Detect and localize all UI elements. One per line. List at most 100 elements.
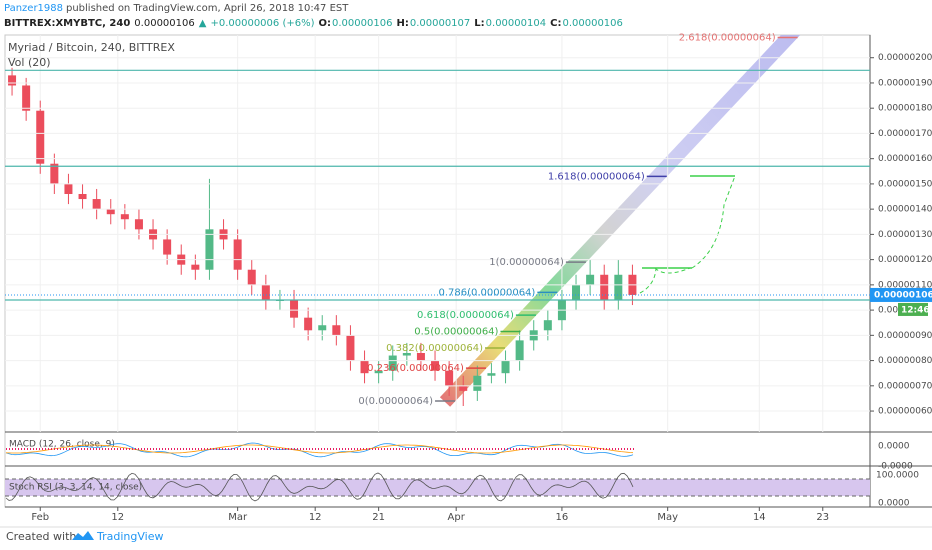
quote-h-label: H: xyxy=(396,18,408,29)
y-tick-label: 0.00000130 xyxy=(878,230,932,240)
candle-body xyxy=(360,360,369,374)
stoch-line xyxy=(5,472,634,502)
x-tick-label: 21 xyxy=(372,512,385,523)
author[interactable]: Panzer1988 xyxy=(4,3,63,14)
quote-o: 0.00000106 xyxy=(332,18,392,29)
x-tick-label: 16 xyxy=(556,512,569,523)
fib-label: 0.786(0.00000064) xyxy=(438,287,535,298)
y-tick-label: 0.00000160 xyxy=(878,154,932,164)
candle-body xyxy=(304,317,313,331)
y-tick-label: 0.00000120 xyxy=(878,255,932,265)
candle-body xyxy=(78,194,87,200)
quote-symbol: BITTREX:XMYBTC, 240 xyxy=(4,18,130,29)
candle-body xyxy=(36,110,45,164)
candle-body xyxy=(431,360,440,371)
candle-body xyxy=(515,340,524,361)
candle-body xyxy=(22,85,31,111)
quote-c-label: C: xyxy=(550,18,561,29)
x-tick-label: Feb xyxy=(31,512,49,523)
candle-body xyxy=(614,274,623,301)
quote-change: +0.00000006 (+6%) xyxy=(210,18,314,29)
logo xyxy=(72,531,94,540)
macd-tick: -0.0000 xyxy=(878,462,913,472)
quote-last: 0.00000106 xyxy=(134,18,194,29)
candle-body xyxy=(290,300,299,318)
countdown-box xyxy=(898,302,928,316)
volume-label: Vol (20) xyxy=(8,56,51,69)
x-tick-label: Apr xyxy=(448,512,466,523)
price-label: 0.00000106 xyxy=(874,290,932,300)
y-tick-label: 0.00000080 xyxy=(878,356,932,366)
candle-body xyxy=(233,239,242,270)
candle-body xyxy=(586,274,595,285)
candle-body xyxy=(64,183,73,195)
stoch-label: Stoch RSI (3, 3, 14, 14, close) xyxy=(9,483,142,493)
candle-body xyxy=(445,370,454,386)
candle-body xyxy=(92,199,101,210)
candle-body xyxy=(106,209,115,215)
quote-line: BITTREX:XMYBTC, 240 0.00000106 ▲ +0.0000000… xyxy=(4,18,623,29)
x-tick-label: May xyxy=(657,512,678,523)
x-tick-label: Mar xyxy=(228,512,248,523)
fib-label: 0.382(0.00000064) xyxy=(386,343,483,354)
fib-label: 0.618(0.00000064) xyxy=(417,310,514,321)
y-tick-label: 0.00000170 xyxy=(878,129,932,139)
fib-label: 2.618(0.00000064) xyxy=(679,33,776,44)
candle-body xyxy=(332,325,341,336)
y-tick-label: 0.00000190 xyxy=(878,78,932,88)
created-with: Created with xyxy=(6,530,76,543)
candle-body xyxy=(487,373,496,376)
candle-body xyxy=(50,163,59,184)
quote-l-label: L: xyxy=(474,18,484,29)
stoch-tick: 0.0000 xyxy=(878,499,910,509)
candle-body xyxy=(600,274,609,301)
fib-label: 0.5(0.00000064) xyxy=(414,327,498,338)
y-tick-label: 0.00000140 xyxy=(878,205,932,215)
y-tick-label: 0.00000150 xyxy=(878,179,932,189)
fib-band xyxy=(439,35,801,407)
macd-label: MACD (12, 26, close, 9) xyxy=(9,440,115,450)
y-tick-label: 0.00000070 xyxy=(878,381,932,391)
x-tick-label: 14 xyxy=(753,512,766,523)
candle-body xyxy=(402,353,411,356)
candle-body xyxy=(318,325,327,331)
candle-body xyxy=(261,284,270,301)
quote-h: 0.00000107 xyxy=(410,18,470,29)
quote-arrow: ▲ xyxy=(199,18,207,29)
macd-line xyxy=(5,442,634,458)
candle-body xyxy=(501,360,510,374)
candle-body xyxy=(388,355,397,371)
candle-body xyxy=(473,375,482,391)
stoch-tick: 100.0000 xyxy=(876,471,919,481)
x-tick-label: 12 xyxy=(309,512,322,523)
x-tick-label: 23 xyxy=(816,512,829,523)
macd-tick: 0.0000 xyxy=(878,442,910,452)
candle-body xyxy=(120,214,129,220)
candle-body xyxy=(134,219,143,230)
x-tick-label: 12 xyxy=(111,512,124,523)
candle-body xyxy=(191,264,200,270)
y-tick-label: 0.00000200 xyxy=(878,53,932,63)
candle-body xyxy=(572,284,581,301)
price-box xyxy=(870,287,932,302)
candle-body xyxy=(247,269,256,285)
quote-l: 0.00000104 xyxy=(486,18,546,29)
candle-body xyxy=(374,370,383,374)
y-tick-label: 0.00000180 xyxy=(878,104,932,114)
candle-body xyxy=(459,385,468,391)
fib-label: 1.618(0.00000064) xyxy=(548,171,645,182)
countdown: 12:46 xyxy=(901,305,930,315)
quote-c: 0.00000106 xyxy=(562,18,622,29)
brand[interactable]: TradingView xyxy=(96,530,163,543)
candle-body xyxy=(416,353,425,361)
y-tick-label: 0.00000060 xyxy=(878,407,932,417)
published: published on TradingView.com, April 26, … xyxy=(66,3,349,14)
fib-label: 0.236(0.00000064) xyxy=(367,363,464,374)
candle-body xyxy=(8,75,17,86)
candle-body xyxy=(543,320,552,331)
candle-body xyxy=(205,229,214,270)
candle-body xyxy=(346,335,355,361)
y-tick-label: 0.00000090 xyxy=(878,331,932,341)
